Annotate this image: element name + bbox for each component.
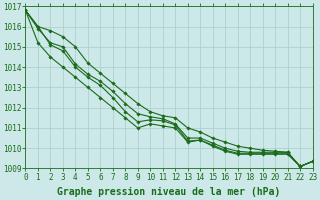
X-axis label: Graphe pression niveau de la mer (hPa): Graphe pression niveau de la mer (hPa): [57, 187, 281, 197]
